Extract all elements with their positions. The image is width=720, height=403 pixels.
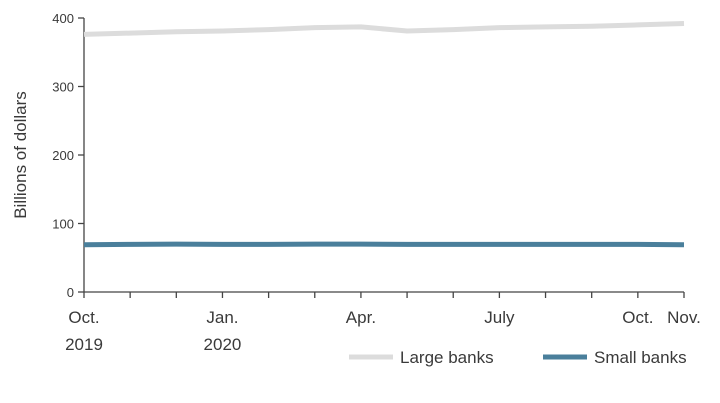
y-tick-label: 400 [52, 11, 74, 26]
y-tick-label: 0 [67, 285, 74, 300]
series-line-large-banks [83, 21, 685, 37]
y-tick-label: 300 [52, 80, 74, 95]
legend-label: Large banks [400, 348, 494, 367]
y-axis-label: Billions of dollars [11, 91, 30, 219]
x-tick-label: Jan. [206, 308, 238, 327]
x-tick-label: Oct. [622, 308, 653, 327]
y-tick-label: 200 [52, 148, 74, 163]
x-tick-label-year: 2020 [204, 335, 242, 354]
legend-label: Small banks [594, 348, 687, 367]
x-tick-label: Oct. [68, 308, 99, 327]
x-tick-label: Apr. [346, 308, 376, 327]
x-tick-label-year: 2019 [65, 335, 103, 354]
axes: 0 100 200 300 400 Oct. 2019 Jan. 2020 Apr. July Oct… [52, 11, 701, 354]
x-tick-label: July [484, 308, 515, 327]
series-line-small-banks [83, 241, 685, 248]
y-tick-label: 100 [52, 217, 74, 232]
legend: Large banks Small banks [349, 348, 687, 367]
series-lines [83, 21, 685, 248]
x-tick-label: Nov. [667, 308, 701, 327]
